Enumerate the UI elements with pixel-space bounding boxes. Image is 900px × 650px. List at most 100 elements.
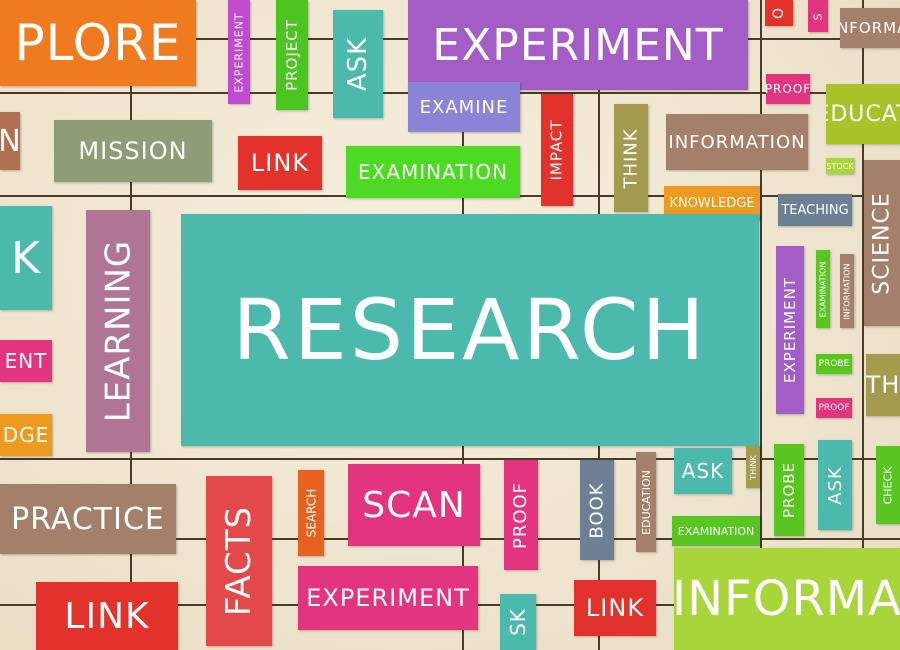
- word-probe-vertical-label: PROBE: [780, 461, 799, 519]
- word-education-vertical-label: EDUCATION: [639, 469, 653, 535]
- word-facts: FACTS: [206, 476, 272, 646]
- word-science: SCIENCE: [864, 160, 900, 326]
- word-experiment-bottom-label: EXPERIMENT: [306, 584, 470, 612]
- word-examination-1: EXAMINATION: [346, 146, 520, 198]
- word-link-bottom: LINK: [36, 582, 178, 650]
- word-mission-label: MISSION: [78, 137, 188, 165]
- word-link-1: LINK: [238, 136, 322, 190]
- word-book: BOOK: [580, 460, 614, 560]
- word-proof-small: PROOF: [816, 398, 852, 418]
- word-experiment-vertical-label: EXPERIMENT: [232, 11, 246, 93]
- word-stock-label: STOCK: [826, 161, 854, 171]
- word-learning: LEARNING: [86, 210, 150, 452]
- word-ask-vertical: ASK: [818, 440, 852, 530]
- word-check: CHECK: [876, 446, 900, 524]
- word-ent-label: ENT: [4, 349, 48, 373]
- word-experiment-top: EXPERIMENT: [408, 0, 748, 90]
- word-ask-mid-label: ASK: [681, 459, 725, 483]
- word-experiment-vertical: EXPERIMENT: [228, 0, 250, 104]
- word-information-1-label: INFORMATION: [668, 131, 806, 153]
- word-ask-mid: ASK: [674, 448, 732, 494]
- word-search: SEARCH: [298, 470, 324, 556]
- word-s-top: S: [808, 0, 828, 32]
- word-plore: PLORE: [0, 0, 196, 86]
- word-probe-small: PROBE: [816, 354, 852, 374]
- word-educat-label: EDUCAT: [826, 101, 900, 127]
- word-experiment-bottom: EXPERIMENT: [298, 566, 478, 630]
- word-link-bottom-label: LINK: [64, 595, 150, 637]
- word-scan-label: SCAN: [362, 484, 466, 526]
- word-impact: IMPACT: [541, 94, 573, 206]
- word-th-label: TH: [866, 371, 900, 399]
- word-ask-vertical-label: ASK: [824, 465, 846, 505]
- word-examine-label: EXAMINE: [419, 96, 509, 118]
- word-link-bottom-2: LINK: [574, 580, 656, 636]
- word-th: TH: [866, 354, 900, 416]
- word-stock: STOCK: [826, 158, 854, 174]
- word-k-left-label: K: [11, 232, 41, 284]
- word-examination-2-label: EXAMINATION: [677, 524, 755, 538]
- word-impact-label: IMPACT: [548, 119, 566, 181]
- word-left-fragment: N: [0, 112, 20, 170]
- word-think-small: THINK: [746, 446, 760, 488]
- word-search-label: SEARCH: [304, 488, 318, 538]
- word-o-top: O: [765, 0, 793, 26]
- word-experiment-top-label: EXPERIMENT: [432, 19, 724, 71]
- word-information-1: INFORMATION: [666, 114, 808, 170]
- word-think-1: THINK: [614, 104, 648, 212]
- word-ent: ENT: [0, 340, 52, 382]
- word-research: RESEARCH: [181, 214, 759, 446]
- word-examination-vertical: EXAMINATION: [816, 250, 830, 328]
- word-informa-bottom: INFORMA: [674, 548, 900, 650]
- word-education-vertical: EDUCATION: [636, 452, 656, 552]
- word-proof-top-label: PROOF: [766, 82, 810, 96]
- word-think-small-label: THINK: [748, 454, 758, 480]
- word-project-label: PROJECT: [283, 19, 301, 91]
- word-information-vertical-label: INFORMATION: [842, 262, 852, 320]
- word-left-fragment-label: N: [0, 123, 20, 159]
- connector-line: [862, 0, 864, 650]
- word-knowledge-1-label: KNOWLEDGE: [669, 195, 755, 211]
- word-educat: EDUCAT: [826, 84, 900, 144]
- word-informa-topright: INFORMA: [840, 8, 900, 48]
- word-science-label: SCIENCE: [869, 191, 895, 295]
- word-research-label: RESEARCH: [232, 281, 708, 379]
- word-link-bottom-2-label: LINK: [585, 594, 645, 622]
- word-o-top-label: O: [771, 6, 787, 20]
- word-proof-mid-label: PROOF: [510, 481, 532, 549]
- word-project: PROJECT: [276, 0, 308, 110]
- word-teaching: TEACHING: [778, 194, 852, 226]
- word-sk-bottom-label: SK: [506, 608, 530, 636]
- word-experiment-vertical-2-label: EXPERIMENT: [781, 277, 799, 383]
- word-facts-label: FACTS: [219, 505, 259, 617]
- word-sk-bottom: SK: [500, 594, 536, 650]
- word-ask-top-label: ASK: [343, 36, 373, 92]
- word-k-left: K: [0, 206, 52, 310]
- word-proof-top: PROOF: [766, 74, 810, 104]
- word-proof-small-label: PROOF: [818, 403, 850, 413]
- word-learning-label: LEARNING: [98, 239, 138, 423]
- word-ask-top: ASK: [333, 10, 383, 118]
- word-dge: DGE: [0, 414, 52, 456]
- word-practice: PRACTICE: [0, 484, 176, 554]
- word-probe-small-label: PROBE: [818, 359, 850, 369]
- word-practice-label: PRACTICE: [11, 501, 165, 537]
- word-informa-topright-label: INFORMA: [840, 19, 900, 37]
- word-examine: EXAMINE: [408, 82, 520, 132]
- word-scan: SCAN: [348, 464, 480, 546]
- word-experiment-vertical-2: EXPERIMENT: [776, 246, 804, 414]
- word-link-1-label: LINK: [250, 149, 310, 177]
- word-examination-2: EXAMINATION: [672, 516, 760, 546]
- word-examination-1-label: EXAMINATION: [357, 160, 509, 184]
- word-check-label: CHECK: [881, 466, 895, 504]
- connector-line: [760, 0, 762, 650]
- word-mission: MISSION: [54, 120, 212, 182]
- word-probe-vertical: PROBE: [774, 444, 804, 536]
- word-information-vertical: INFORMATION: [840, 254, 854, 328]
- word-dge-label: DGE: [2, 423, 50, 447]
- word-examination-vertical-label: EXAMINATION: [818, 261, 828, 317]
- word-s-top-label: S: [811, 12, 825, 20]
- word-teaching-label: TEACHING: [781, 202, 849, 218]
- word-proof-mid: PROOF: [504, 460, 538, 570]
